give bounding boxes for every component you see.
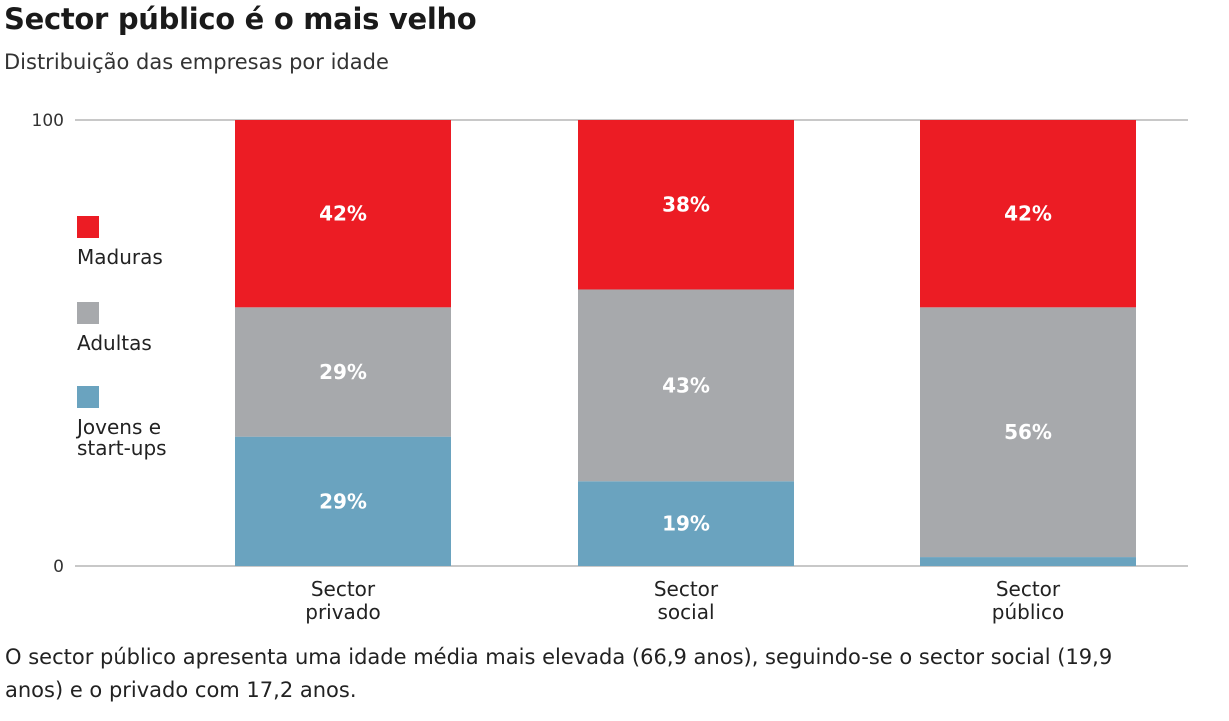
data-label: 42%	[1004, 202, 1052, 226]
x-category-label: Sector	[654, 577, 719, 601]
chart-footnote: O sector público apresenta uma idade méd…	[5, 645, 1113, 702]
data-label: 43%	[662, 373, 710, 397]
x-category-label: social	[657, 600, 714, 624]
x-category-label: Sector	[996, 577, 1061, 601]
legend-swatch	[77, 302, 99, 324]
x-category-label: público	[992, 600, 1064, 624]
y-tick-label: 100	[32, 111, 64, 131]
legend-label: start-ups	[77, 436, 167, 460]
data-label: 42%	[319, 202, 367, 226]
legend-label: Maduras	[77, 245, 163, 269]
bar-segment	[235, 120, 451, 308]
x-category-label: privado	[305, 600, 381, 624]
bar-segment	[235, 307, 451, 437]
legend-swatch	[77, 386, 99, 408]
x-category-label: Sector	[311, 577, 376, 601]
data-label: 29%	[319, 489, 367, 513]
bar-segment	[578, 120, 794, 290]
chart-title: Sector público é o mais velho	[4, 2, 477, 36]
legend-label: Adultas	[77, 331, 152, 355]
bar-segment	[920, 557, 1136, 566]
data-label: 38%	[662, 193, 710, 217]
data-label: 19%	[662, 512, 710, 536]
data-label: 29%	[319, 360, 367, 384]
bar-segment	[920, 307, 1136, 558]
bar-segment	[235, 436, 451, 566]
y-tick-label: 0	[53, 557, 64, 577]
bar-segment	[578, 481, 794, 566]
chart-subtitle: Distribuição das empresas por idade	[4, 50, 389, 74]
bar-segment	[578, 289, 794, 482]
bar-segment	[920, 120, 1136, 308]
legend-label: Jovens e	[75, 415, 161, 439]
legend-swatch	[77, 216, 99, 238]
data-label: 56%	[1004, 420, 1052, 444]
